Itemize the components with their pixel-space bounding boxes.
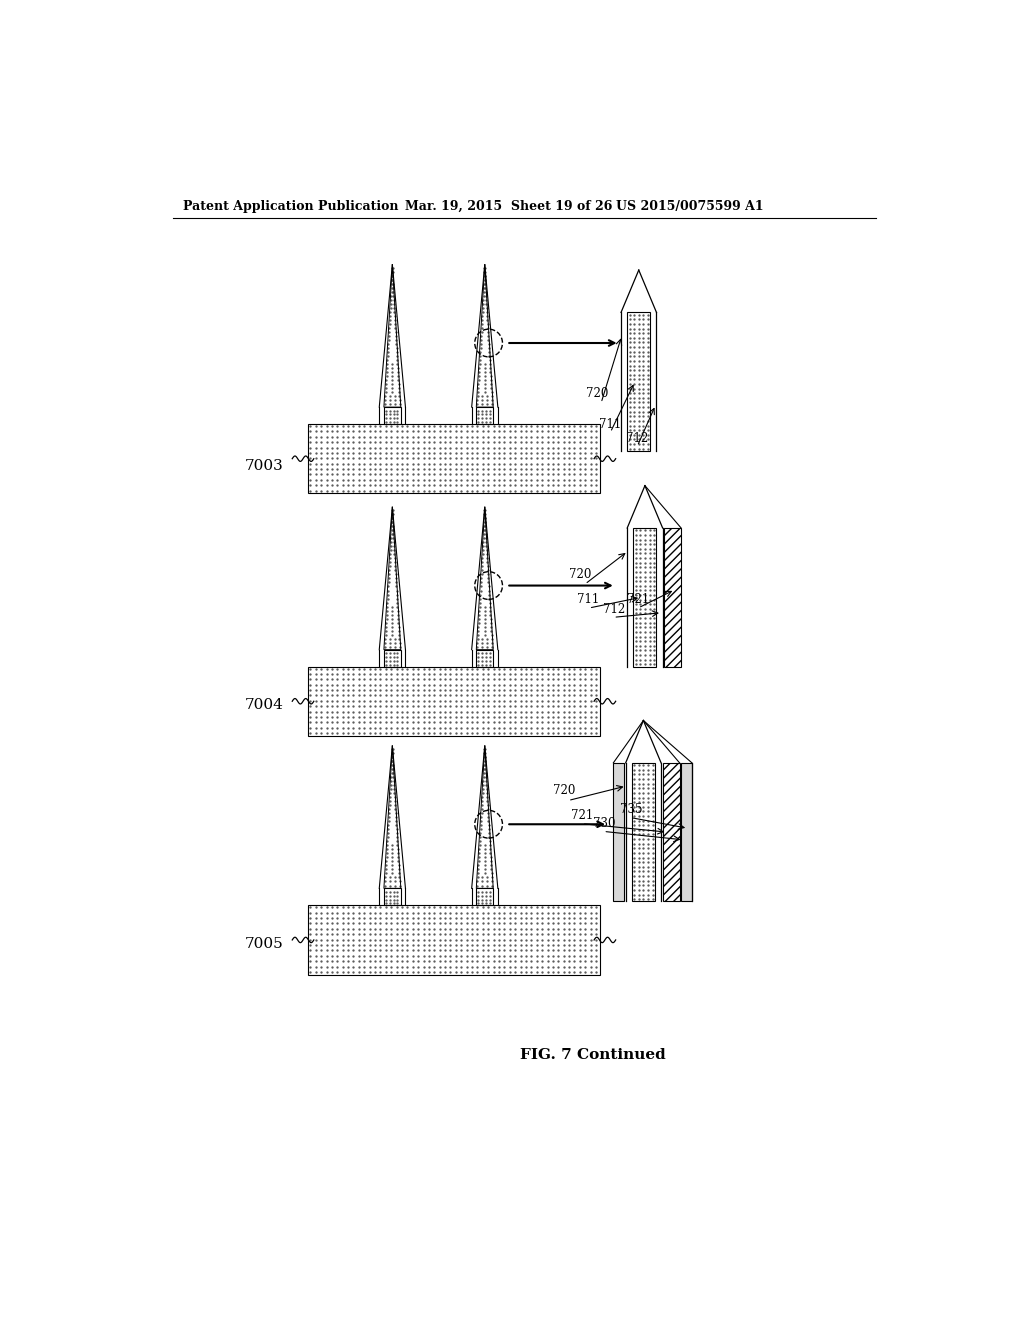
Bar [681,763,692,902]
Bar [663,763,680,902]
Text: FIG. 7 Continued: FIG. 7 Continued [520,1048,666,1063]
Bar [634,528,656,667]
Bar [613,763,625,902]
Bar [384,407,400,424]
Text: 712: 712 [627,432,648,445]
Bar [628,313,650,451]
Text: 7005: 7005 [245,937,284,950]
Text: Mar. 19, 2015  Sheet 19 of 26: Mar. 19, 2015 Sheet 19 of 26 [404,199,612,213]
Text: 720: 720 [553,784,574,797]
Text: 7003: 7003 [245,459,284,474]
Bar [476,407,494,424]
Text: 721: 721 [628,594,649,606]
Bar [384,888,400,906]
Text: US 2015/0075599 A1: US 2015/0075599 A1 [615,199,763,213]
Text: 712: 712 [602,603,625,615]
Text: Patent Application Publication: Patent Application Publication [183,199,398,213]
Bar [307,667,600,737]
Bar [384,649,400,667]
Bar [632,763,655,902]
Text: 730: 730 [593,817,615,830]
Bar [307,906,600,974]
Text: 735: 735 [620,803,642,816]
Text: 720: 720 [586,387,608,400]
Bar [307,424,600,494]
Text: 711: 711 [578,594,599,606]
Bar [665,528,681,667]
Bar [476,888,494,906]
Text: 720: 720 [569,568,592,581]
Text: 7004: 7004 [245,698,284,711]
Bar [476,649,494,667]
Text: 721: 721 [571,809,593,822]
Text: 711: 711 [599,418,621,430]
